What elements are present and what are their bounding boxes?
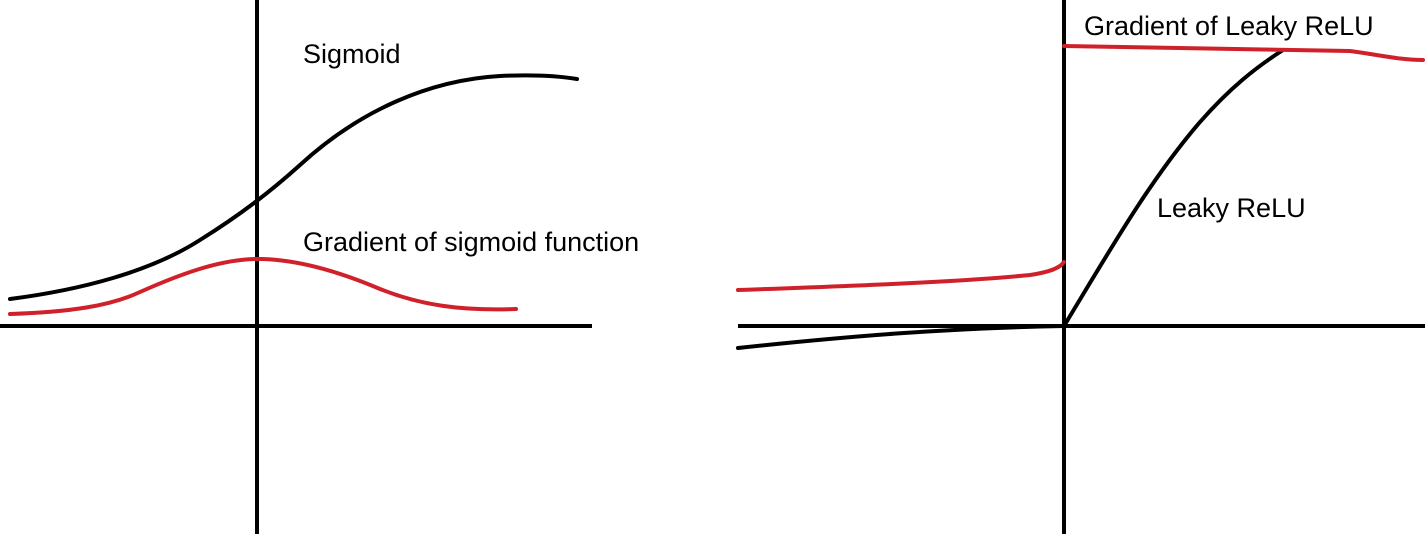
- leaky-relu-panel: Gradient of Leaky ReLU Leaky ReLU: [736, 0, 1425, 534]
- sigmoid-panel: Sigmoid Gradient of sigmoid function: [0, 0, 639, 534]
- leaky-relu-gradient-label: Gradient of Leaky ReLU: [1084, 11, 1374, 41]
- sigmoid-curve: [8, 73, 579, 301]
- leaky-relu-label: Leaky ReLU: [1157, 193, 1306, 223]
- sigmoid-label: Sigmoid: [303, 39, 401, 69]
- sigmoid-gradient-label: Gradient of sigmoid function: [303, 227, 639, 257]
- leaky-relu-gradient-curve: [736, 44, 1425, 292]
- leaky-relu-curve: [736, 48, 1285, 350]
- sigmoid-gradient-curve: [8, 256, 518, 316]
